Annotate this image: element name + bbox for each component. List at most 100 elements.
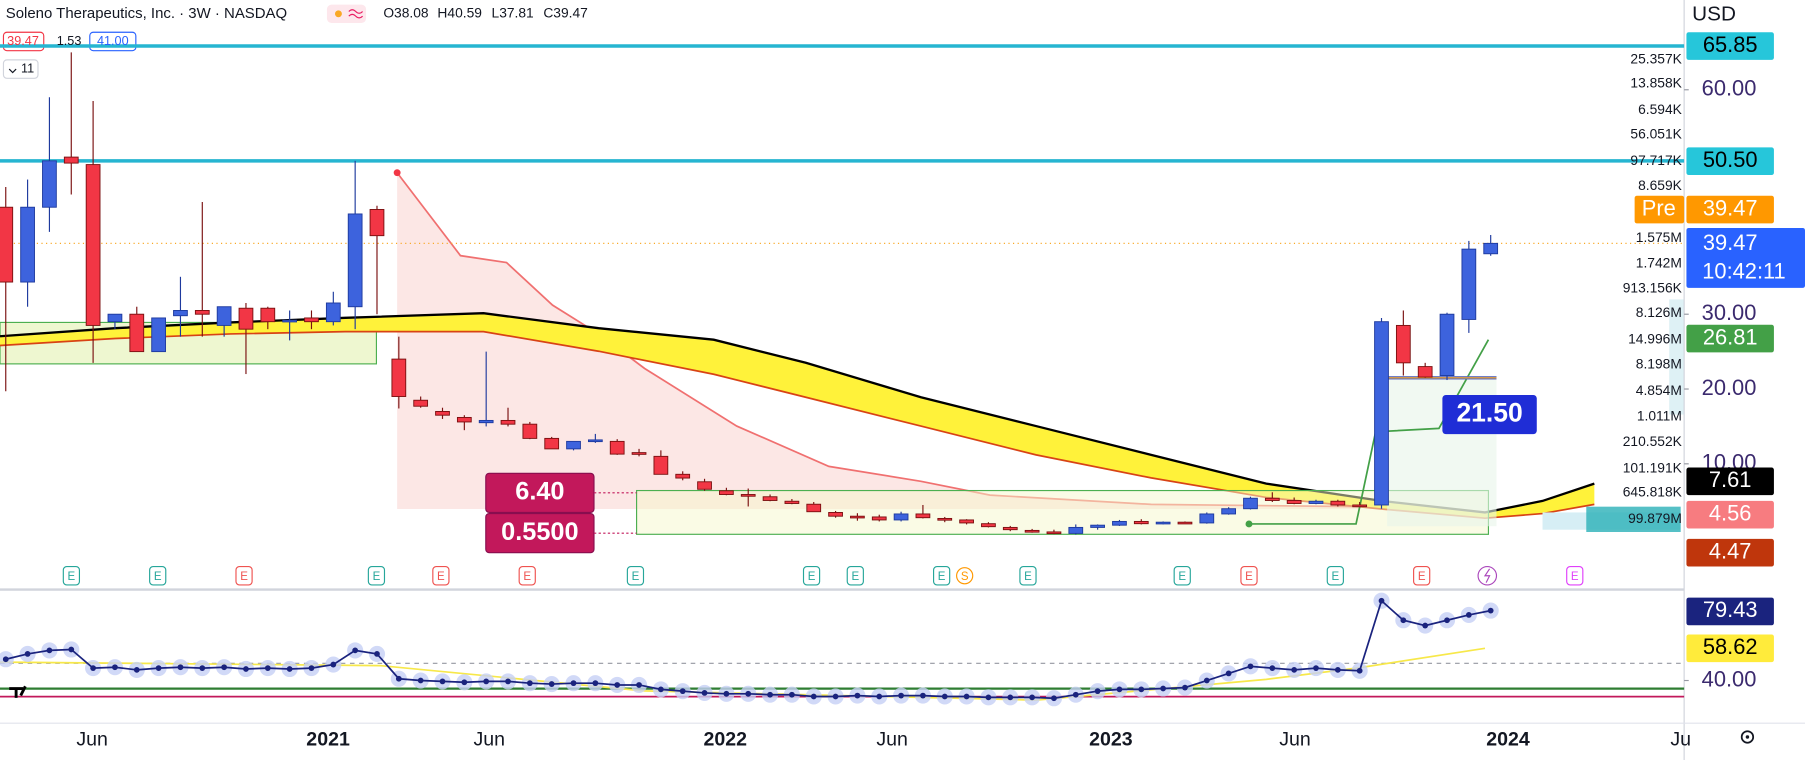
price-tag <box>1686 467 1774 496</box>
tv-logo <box>9 685 27 698</box>
header-button-text[interactable]: 39.47 <box>7 34 39 48</box>
candle-body <box>653 455 669 475</box>
candle-body <box>391 358 407 397</box>
rsi-point <box>1291 667 1298 673</box>
event-marker[interactable] <box>62 565 81 586</box>
box-label-text: 6.40 <box>515 478 564 506</box>
event-label: E <box>808 571 816 583</box>
candle-body <box>850 515 865 519</box>
ohlc-value: L37.81 <box>492 4 534 20</box>
rsi-point <box>1160 685 1167 692</box>
candle-body <box>871 516 887 521</box>
lightning-icon <box>1483 568 1491 583</box>
event-marker[interactable] <box>432 565 450 586</box>
volume-profile-label: 8.126M <box>1636 304 1682 320</box>
candle-body <box>1068 526 1084 534</box>
volume-profile-label: 13.858K <box>1630 75 1682 91</box>
volume-profile-bar <box>1669 299 1685 415</box>
event-marker[interactable] <box>1326 565 1344 586</box>
event-marker[interactable] <box>518 565 536 586</box>
currency[interactable]: USD <box>1692 2 1736 25</box>
event-marker[interactable] <box>367 565 386 586</box>
event-label: E <box>1178 571 1186 583</box>
rsi-point <box>723 690 730 697</box>
rsi-point <box>636 682 642 688</box>
x-tick-label: 2021 <box>306 729 350 751</box>
header-button-text[interactable]: 1.53 <box>57 34 82 48</box>
volume-profile-label: 913.156K <box>1623 280 1683 296</box>
rsi-point <box>548 681 555 687</box>
rsi-point <box>1138 686 1145 693</box>
rsi-point <box>745 690 752 697</box>
chevron <box>8 68 17 74</box>
candle-body <box>151 317 166 353</box>
candle-body <box>456 416 472 423</box>
event-marker[interactable] <box>1413 565 1431 586</box>
event-marker[interactable] <box>149 565 167 586</box>
candle-body <box>20 206 35 283</box>
event-marker[interactable] <box>626 565 645 586</box>
pre-badge-text: Pre <box>1642 195 1676 220</box>
candle-body <box>1243 497 1258 510</box>
rsi-point <box>2 656 9 663</box>
event-marker[interactable] <box>1173 565 1191 586</box>
event-marker[interactable] <box>956 567 974 585</box>
rsi-point <box>1400 617 1407 624</box>
rsi-point <box>505 678 511 685</box>
event-label: E <box>437 571 445 583</box>
x-tick-label: 2024 <box>1486 729 1530 751</box>
price-tag-text: 4.56 <box>1709 501 1752 526</box>
event-label: E <box>1418 571 1426 583</box>
y-tick-label: 60.00 <box>1702 76 1757 101</box>
candle-body <box>1002 526 1018 531</box>
x-tick-label: 2023 <box>1089 729 1133 751</box>
rsi-point <box>526 680 533 687</box>
y-tick-label: 20.00 <box>1702 375 1757 400</box>
candle-body <box>609 440 625 455</box>
candle-body <box>675 473 691 479</box>
volume-profile-label: 645.818K <box>1623 483 1683 499</box>
event-marker[interactable] <box>933 565 951 586</box>
candle-body <box>697 481 712 490</box>
volume-profile-label: 8.198M <box>1636 356 1682 372</box>
header-button-text[interactable]: 11 <box>21 61 34 75</box>
rsi-point <box>789 691 795 698</box>
candle-body <box>325 302 341 323</box>
symbol-title: Soleno Therapeutics, Inc. · 3W · NASDAQ <box>6 5 287 22</box>
candle-body <box>893 513 909 521</box>
price-tag-text: 4.47 <box>1709 539 1752 564</box>
rsi-point <box>1072 691 1079 698</box>
candle-body <box>1483 242 1499 255</box>
rsi-point <box>592 680 599 687</box>
rsi-point <box>24 651 31 657</box>
event-marker[interactable] <box>235 565 253 586</box>
event-marker[interactable] <box>1566 565 1584 586</box>
rsi-point <box>963 693 970 700</box>
countdown-text: 10:42:11 <box>1702 259 1785 284</box>
rsi-point <box>483 678 490 685</box>
candle-body <box>42 160 57 208</box>
rsi-point <box>679 688 686 695</box>
candle-body <box>1330 500 1346 506</box>
candle-body <box>1417 366 1433 378</box>
indicator-count[interactable] <box>2 59 39 79</box>
candle-body <box>173 310 188 317</box>
event-marker[interactable] <box>1240 565 1258 586</box>
sun-icon <box>334 10 342 18</box>
candle-body <box>1112 520 1127 526</box>
candle-body <box>1461 248 1477 320</box>
settings-button[interactable] <box>1740 730 1755 744</box>
rsi-point <box>286 666 293 672</box>
status-badge[interactable] <box>326 4 367 24</box>
candle-body <box>915 513 931 519</box>
candle-body <box>260 307 276 323</box>
rsi-point <box>985 694 992 701</box>
candle-body <box>1308 500 1324 504</box>
event-marker[interactable] <box>1019 565 1037 586</box>
rsi-point <box>1313 665 1319 671</box>
event-marker[interactable] <box>846 565 864 586</box>
event-marker[interactable] <box>802 565 821 586</box>
candle-body <box>937 517 953 521</box>
header-button-text[interactable]: 41.00 <box>97 34 129 48</box>
